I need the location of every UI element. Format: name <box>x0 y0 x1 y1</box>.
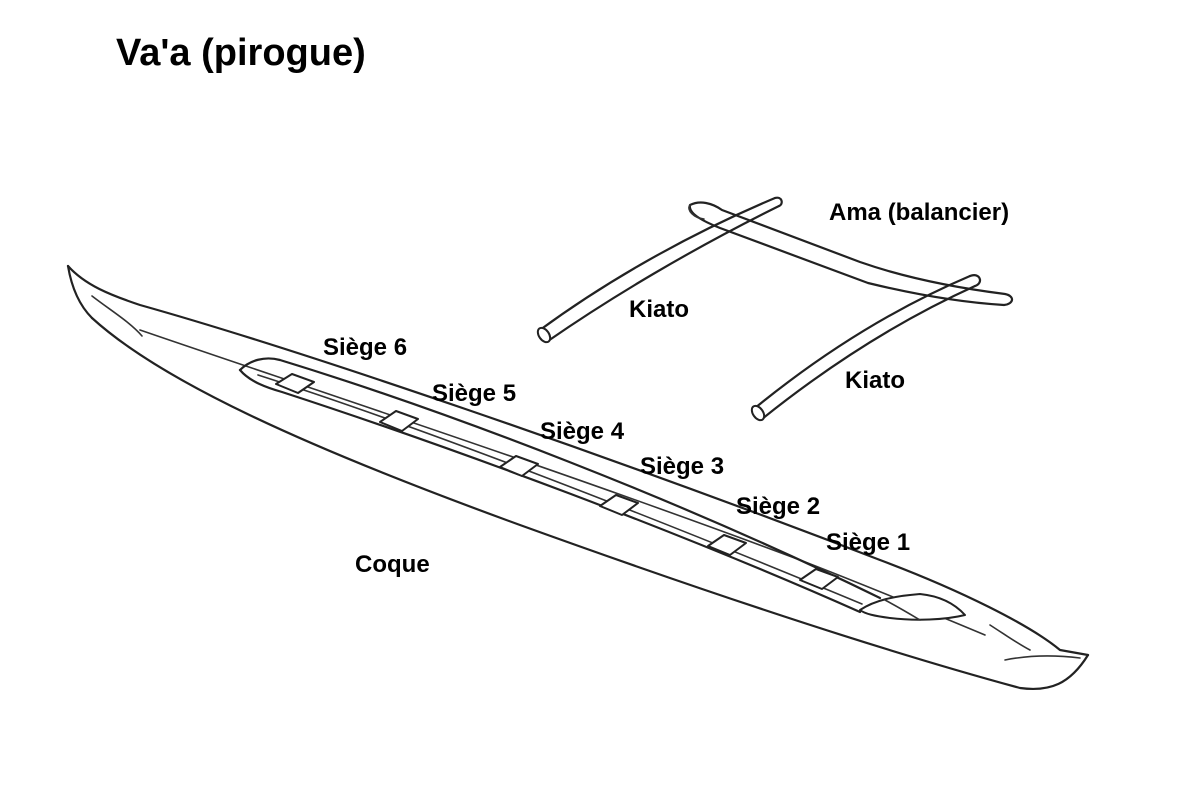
label-kiato-2: Kiato <box>845 367 905 394</box>
label-hull: Coque <box>355 551 430 578</box>
label-seat-1: Siège 1 <box>826 529 911 556</box>
bow-cover <box>859 593 966 621</box>
kiato-boom-1 <box>536 196 783 344</box>
kiato-boom-2 <box>750 274 982 422</box>
label-seat-5: Siège 5 <box>432 380 517 407</box>
diagram-title: Va'a (pirogue) <box>116 32 366 74</box>
cockpit <box>238 357 882 614</box>
label-kiato-1: Kiato <box>629 296 689 323</box>
hull <box>66 264 1090 690</box>
seat-3-board <box>599 494 639 516</box>
seat-1-board <box>799 568 839 590</box>
seat-6-board <box>275 373 315 394</box>
label-seat-3: Siège 3 <box>640 453 725 480</box>
seat-4-board <box>499 455 539 477</box>
seats <box>275 373 839 590</box>
label-seat-2: Siège 2 <box>736 493 821 520</box>
label-ama: Ama (balancier) <box>829 199 1010 226</box>
seat-5-board <box>379 410 419 432</box>
ama-float <box>688 201 1014 307</box>
label-seat-6: Siège 6 <box>323 334 408 361</box>
label-seat-4: Siège 4 <box>540 418 625 445</box>
seat-2-board <box>707 534 747 556</box>
